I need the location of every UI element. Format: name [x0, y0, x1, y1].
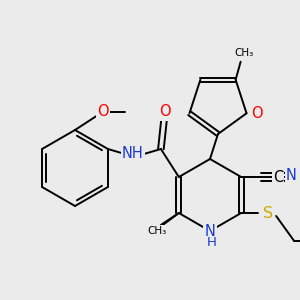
Text: H: H [207, 236, 217, 250]
Text: N: N [286, 169, 297, 184]
Text: C: C [273, 169, 283, 184]
Text: O: O [159, 104, 171, 119]
Text: methyl: methyl [156, 231, 161, 232]
Text: NH: NH [122, 146, 144, 161]
Text: N: N [205, 224, 215, 238]
Text: CH₃: CH₃ [147, 226, 167, 236]
Text: O: O [251, 106, 262, 121]
Text: S: S [263, 206, 273, 220]
Text: O: O [97, 104, 109, 119]
Text: CH₃: CH₃ [234, 48, 253, 58]
